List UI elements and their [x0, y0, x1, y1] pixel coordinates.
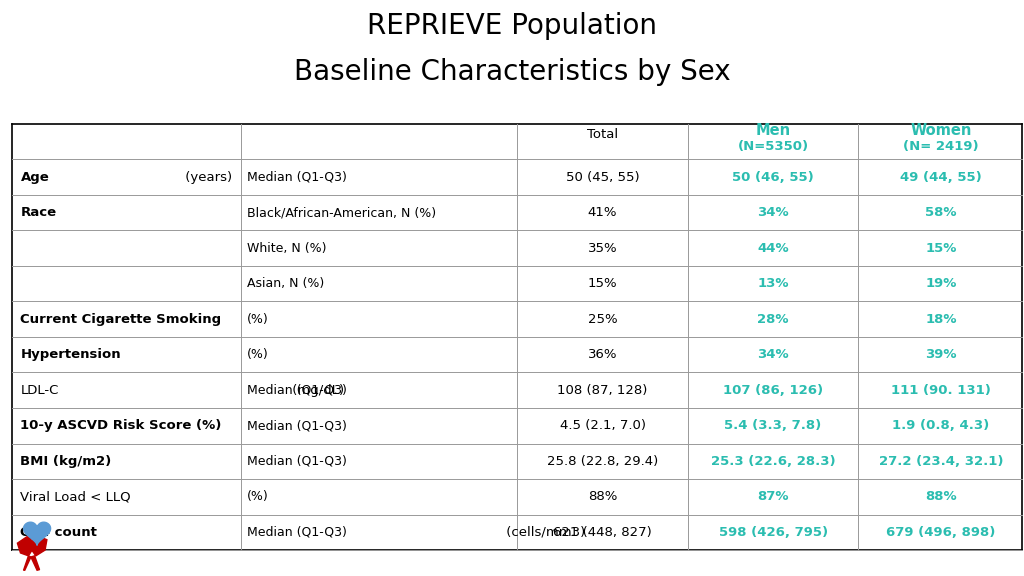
Text: 58%: 58% [926, 206, 956, 219]
Text: 25.3 (22.6, 28.3): 25.3 (22.6, 28.3) [711, 455, 836, 468]
Text: (N=5350): (N=5350) [737, 140, 809, 153]
Text: 18%: 18% [926, 313, 956, 325]
Text: 49 (44, 55): 49 (44, 55) [900, 170, 982, 184]
Text: BMI (kg/m2): BMI (kg/m2) [20, 455, 112, 468]
Text: 50 (45, 55): 50 (45, 55) [566, 170, 639, 184]
Text: Women: Women [910, 123, 972, 138]
Polygon shape [24, 556, 31, 570]
Text: 621 (448, 827): 621 (448, 827) [553, 526, 652, 539]
Polygon shape [17, 536, 33, 556]
Text: Race: Race [20, 206, 56, 219]
Text: 39%: 39% [926, 348, 956, 361]
Text: 36%: 36% [588, 348, 617, 361]
Text: Hypertension: Hypertension [20, 348, 121, 361]
Text: 34%: 34% [758, 206, 788, 219]
Text: Total: Total [587, 128, 618, 141]
Text: (N= 2419): (N= 2419) [903, 140, 979, 153]
Text: Black/African-American, N (%): Black/African-American, N (%) [247, 206, 436, 219]
Text: Men: Men [756, 123, 791, 138]
Text: 50 (46, 55): 50 (46, 55) [732, 170, 814, 184]
Text: (%): (%) [247, 490, 268, 503]
Text: 25%: 25% [588, 313, 617, 325]
Text: 41%: 41% [588, 206, 617, 219]
Text: 88%: 88% [926, 490, 956, 503]
Text: (cells/mm3): (cells/mm3) [502, 526, 586, 539]
Text: 15%: 15% [588, 277, 617, 290]
Polygon shape [24, 522, 50, 545]
Text: 13%: 13% [758, 277, 788, 290]
Text: 27.2 (23.4, 32.1): 27.2 (23.4, 32.1) [879, 455, 1004, 468]
Text: Baseline Characteristics by Sex: Baseline Characteristics by Sex [294, 58, 730, 86]
Text: 15%: 15% [926, 242, 956, 255]
Text: 1.9 (0.8, 4.3): 1.9 (0.8, 4.3) [893, 419, 989, 432]
Text: 34%: 34% [758, 348, 788, 361]
Text: Median (Q1-Q3): Median (Q1-Q3) [247, 526, 347, 539]
Text: 107 (86, 126): 107 (86, 126) [723, 384, 823, 397]
Text: 44%: 44% [758, 242, 788, 255]
Text: (years): (years) [181, 170, 232, 184]
Text: Current Cigarette Smoking: Current Cigarette Smoking [20, 313, 221, 325]
Text: 25.8 (22.8, 29.4): 25.8 (22.8, 29.4) [547, 455, 658, 468]
Text: LDL-C: LDL-C [20, 384, 58, 397]
Text: REPRIEVE Population: REPRIEVE Population [367, 12, 657, 40]
Text: White, N (%): White, N (%) [247, 242, 327, 255]
Text: Age: Age [20, 170, 49, 184]
Text: 87%: 87% [758, 490, 788, 503]
Text: Median (Q1-Q3): Median (Q1-Q3) [247, 419, 347, 432]
Polygon shape [31, 536, 47, 556]
Text: 19%: 19% [926, 277, 956, 290]
Text: 28%: 28% [758, 313, 788, 325]
Text: 111 (90. 131): 111 (90. 131) [891, 384, 991, 397]
Text: 5.4 (3.3, 7.8): 5.4 (3.3, 7.8) [725, 419, 821, 432]
Text: (%): (%) [247, 313, 268, 325]
Text: Median (Q1-Q3): Median (Q1-Q3) [247, 455, 347, 468]
Text: Median (Q1-Q3): Median (Q1-Q3) [247, 170, 347, 184]
Text: 108 (87, 128): 108 (87, 128) [557, 384, 648, 397]
Text: Asian, N (%): Asian, N (%) [247, 277, 324, 290]
Text: Median (Q1-Q3): Median (Q1-Q3) [247, 384, 347, 397]
Text: 679 (496, 898): 679 (496, 898) [887, 526, 995, 539]
Text: 88%: 88% [588, 490, 617, 503]
Text: CD4 count: CD4 count [20, 526, 97, 539]
Text: (mg/dL): (mg/dL) [288, 384, 344, 397]
Text: (%): (%) [247, 348, 268, 361]
Text: 598 (426, 795): 598 (426, 795) [719, 526, 827, 539]
Text: Viral Load < LLQ: Viral Load < LLQ [20, 490, 131, 503]
Text: 4.5 (2.1, 7.0): 4.5 (2.1, 7.0) [560, 419, 645, 432]
Polygon shape [31, 556, 40, 570]
Text: 10-y ASCVD Risk Score (%): 10-y ASCVD Risk Score (%) [20, 419, 222, 432]
Text: 35%: 35% [588, 242, 617, 255]
